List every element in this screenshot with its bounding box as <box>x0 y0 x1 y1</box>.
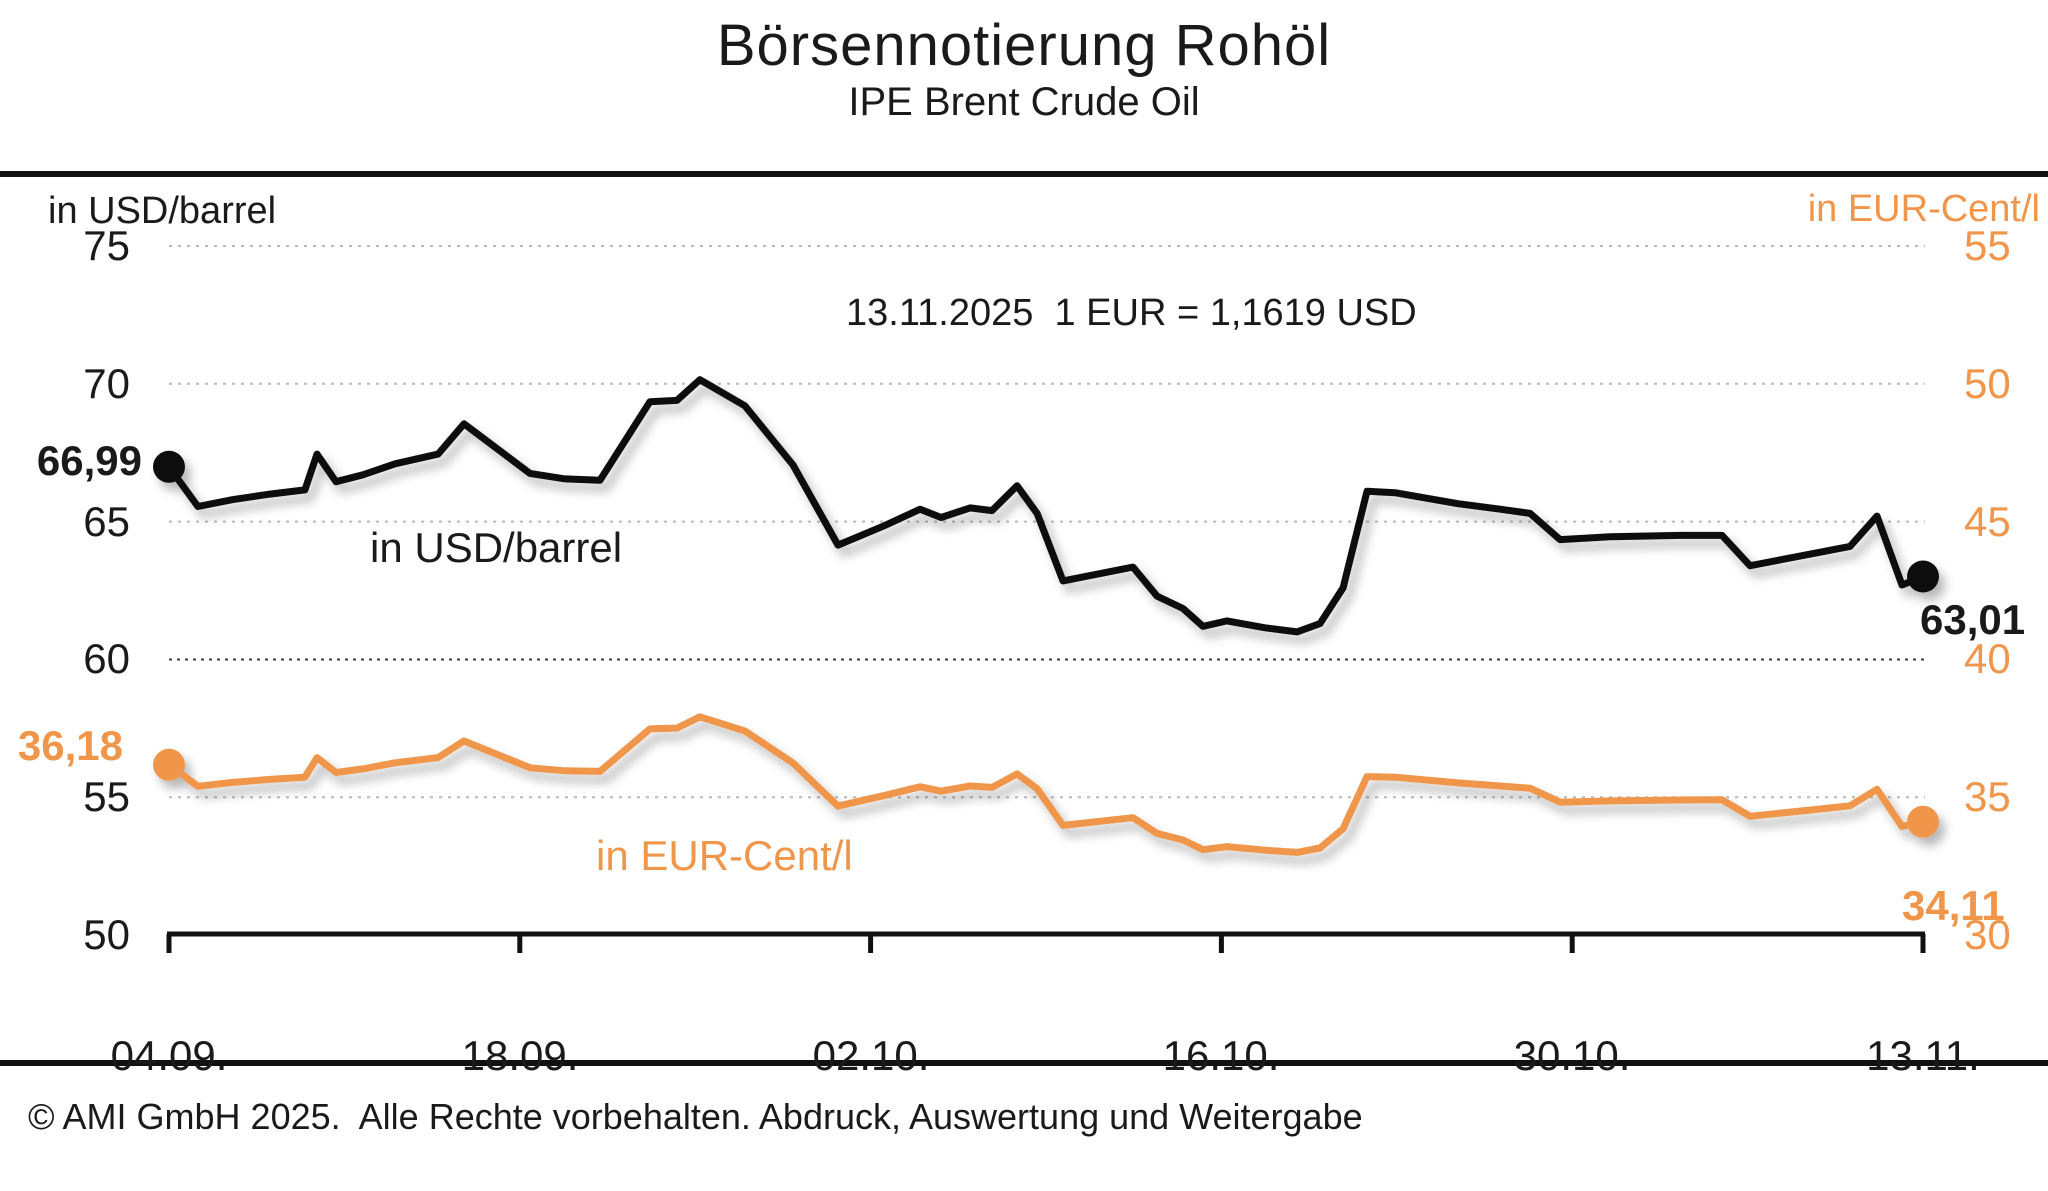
page-subtitle: IPE Brent Crude Oil <box>848 80 1200 124</box>
exchange-rate-annotation: 13.11.2025 1 EUR = 1,1619 USD <box>846 292 1417 334</box>
x-axis-tick-18.09.: 18.09. <box>461 1032 579 1079</box>
left-axis-tick-65: 65 <box>83 498 130 545</box>
left-axis-tick-75: 75 <box>83 222 130 269</box>
series-line-left <box>165 376 1927 636</box>
usd-end-value-label: 63,01 <box>1920 596 2026 643</box>
eur-start-value-label: 36,18 <box>17 722 123 769</box>
right-axis-tick-55: 55 <box>1964 222 2011 269</box>
page-title: Börsennotierung Rohöl <box>716 13 1332 78</box>
x-axis-tick-30.10.: 30.10. <box>1513 1032 1631 1079</box>
x-axis-tick-16.10.: 16.10. <box>1162 1032 1280 1079</box>
endpoint-dot <box>153 450 185 483</box>
series-line-right <box>165 713 1927 856</box>
endpoint-dot <box>153 748 185 781</box>
right-axis-header: in EUR-Cent/l <box>1807 188 2040 230</box>
x-axis-tick-02.10.: 02.10. <box>812 1032 930 1079</box>
copyright-footer: © AMI GmbH 2025. Alle Rechte vorbehalten… <box>28 1096 1363 1137</box>
left-axis-tick-55: 55 <box>83 773 130 820</box>
right-axis-tick-45: 45 <box>1964 498 2011 545</box>
right-axis-tick-50: 50 <box>1964 360 2011 407</box>
bottom-divider <box>0 1060 2048 1066</box>
x-axis-tick-04.09.: 04.09. <box>110 1032 228 1079</box>
series-group-left <box>153 376 1939 636</box>
left-axis-tick-60: 60 <box>83 635 130 682</box>
usd-start-value-label: 66,99 <box>36 437 142 484</box>
endpoint-dot <box>1907 805 1939 838</box>
top-divider <box>0 171 2048 177</box>
eur-series-inline-label: in EUR-Cent/l <box>596 832 853 879</box>
left-axis-tick-50: 50 <box>83 911 130 958</box>
series-group-right <box>153 713 1939 856</box>
right-axis-tick-35: 35 <box>1964 773 2011 820</box>
eur-end-value-label: 34,11 <box>1902 882 2005 929</box>
right-axis-tick-30: 30 <box>1964 911 2011 958</box>
endpoint-dot <box>1907 560 1939 593</box>
usd-series-inline-label: in USD/barrel <box>370 524 623 571</box>
left-axis-tick-70: 70 <box>83 360 130 407</box>
left-axis-header: in USD/barrel <box>48 190 277 232</box>
right-axis-tick-40: 40 <box>1964 635 2011 682</box>
x-axis-tick-13.11.: 13.11. <box>1866 1032 1980 1079</box>
